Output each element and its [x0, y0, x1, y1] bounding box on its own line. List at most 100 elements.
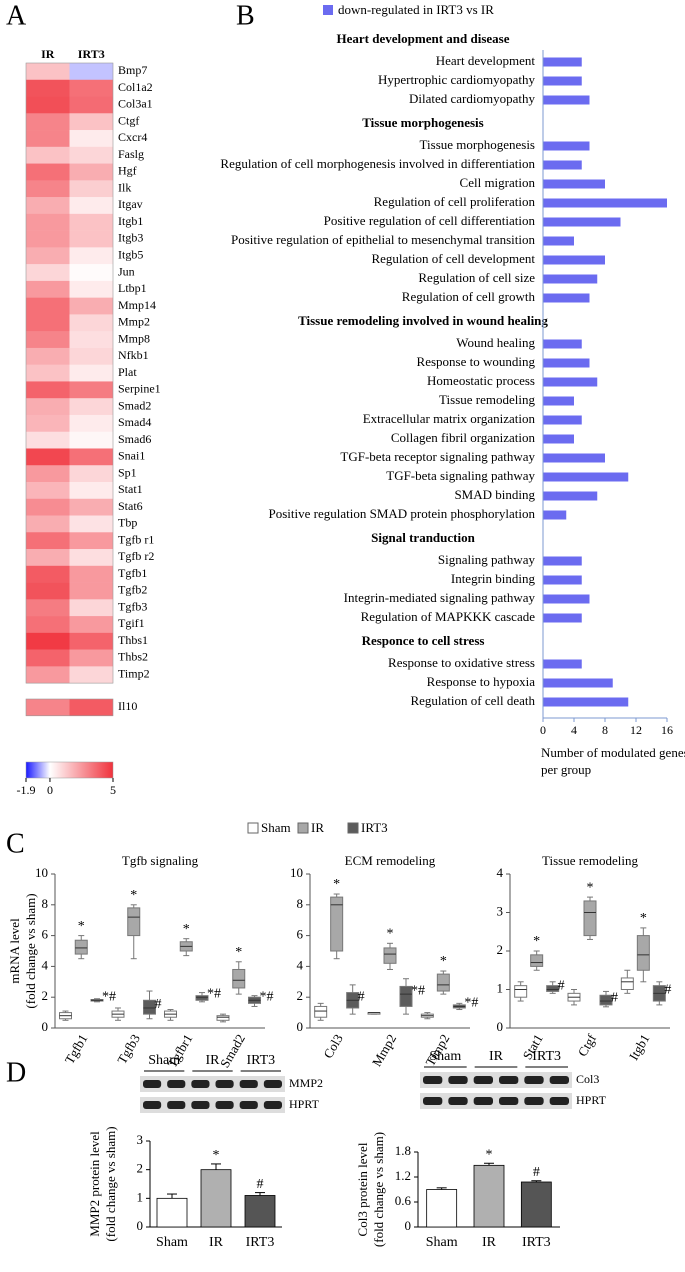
annotation: * — [640, 911, 647, 926]
row-label: Tgfb3 — [118, 599, 147, 613]
annotation: * — [387, 927, 394, 942]
x-tick-label: IR — [482, 1235, 497, 1250]
category-label: Cell migration — [460, 175, 536, 190]
category-label: SMAD binding — [454, 487, 535, 502]
category-label: Response to wounding — [417, 354, 536, 369]
legend-swatch — [323, 5, 333, 15]
bar — [426, 1189, 458, 1228]
heatmap-cell — [26, 347, 70, 365]
y-axis-label: MMP2 protein level — [87, 1131, 102, 1237]
row-label: Bmp7 — [118, 63, 147, 77]
heatmap-cell — [26, 180, 70, 198]
category-label: Response to oxidative stress — [388, 655, 535, 670]
row-label: Mmp8 — [118, 331, 150, 345]
annotation: * — [486, 1147, 493, 1162]
bar — [244, 1195, 276, 1228]
y-tick-label: 2 — [137, 1161, 144, 1176]
row-label: Itgav — [118, 197, 143, 211]
category-label: Dilated cardiomyopathy — [409, 91, 535, 106]
blot-band-label: Col3 — [576, 1072, 599, 1086]
y-tick-label: 0 — [297, 1019, 304, 1034]
annotation: * — [440, 954, 447, 969]
category-label: Regulation of cell growth — [402, 289, 536, 304]
row-label: Il10 — [118, 699, 137, 713]
x-tick-label: Smad2 — [217, 1031, 248, 1070]
x-tick-label: IR — [209, 1235, 224, 1250]
heatmap-cell — [26, 247, 70, 265]
y-tick-label: 4 — [42, 957, 49, 972]
annotation: # — [558, 979, 565, 994]
blot-strip — [420, 1093, 572, 1109]
category-label: Regulation of MAPKKK cascade — [361, 609, 536, 624]
row-label: Itgb5 — [118, 247, 143, 261]
row-label: Ltbp1 — [118, 281, 147, 295]
column-label: IR — [41, 47, 55, 61]
annotation: *# — [464, 996, 478, 1011]
blot-band — [499, 1097, 519, 1105]
bar — [543, 236, 574, 246]
row-label: Nfkb1 — [118, 348, 149, 362]
blot-band — [423, 1076, 443, 1084]
blot-band — [167, 1101, 186, 1109]
box — [546, 985, 560, 992]
annotation: * — [587, 880, 594, 895]
bar — [543, 255, 605, 265]
heatmap-frame — [25, 62, 114, 684]
category-label: Wound healing — [456, 335, 535, 350]
x-tick-label: 12 — [630, 723, 642, 737]
panel-label: C — [6, 828, 25, 859]
x-tick-label: Tgfb1 — [62, 1031, 91, 1066]
y-tick-label: 4 — [497, 865, 504, 880]
heatmap-cell — [26, 146, 70, 164]
row-label: Itgb1 — [118, 214, 143, 228]
box — [620, 977, 634, 991]
colorbar-tick-label: 0 — [47, 783, 53, 797]
annotation: # — [155, 997, 162, 1012]
y-tick-label: 2 — [497, 942, 504, 957]
bar — [543, 434, 574, 444]
chart-title: Tgfb signaling — [122, 853, 199, 868]
category-label: Regulation of cell morphogenesis involve… — [220, 156, 535, 171]
legend-label: down-regulated in IRT3 vs IR — [338, 2, 494, 17]
heatmap-cell — [26, 431, 70, 449]
box — [216, 1015, 230, 1021]
heatmap-cell — [26, 264, 70, 282]
heatmap-cell — [26, 63, 70, 81]
group-header: Tissue remodeling involved in wound heal… — [298, 313, 548, 328]
row-label: Sp1 — [118, 465, 137, 479]
colorbar — [25, 761, 114, 779]
heatmap-cell — [69, 347, 113, 365]
annotation: # — [611, 990, 618, 1005]
y-tick-label: 2 — [297, 988, 304, 1003]
category-label: Positive regulation SMAD protein phospho… — [269, 506, 536, 521]
heatmap-cell — [69, 146, 113, 164]
row-label: Ilk — [118, 180, 131, 194]
bar — [543, 217, 621, 227]
blot-band — [215, 1101, 234, 1109]
heatmap-cell — [26, 666, 70, 684]
category-label: Homeostatic process — [427, 373, 535, 388]
heatmap-cell — [26, 364, 70, 382]
bar — [543, 141, 590, 151]
category-label: TGF-beta signaling pathway — [386, 468, 535, 483]
y-axis-label: mRNA level — [7, 918, 22, 984]
category-label: Signaling pathway — [438, 552, 536, 567]
box — [514, 985, 528, 998]
heatmap-cell — [69, 616, 113, 634]
heatmap-cell — [69, 364, 113, 382]
heatmap-cell — [69, 297, 113, 315]
heatmap-cell — [69, 465, 113, 483]
bar — [543, 472, 629, 482]
heatmap-cell — [26, 130, 70, 148]
blot-band — [239, 1080, 258, 1088]
y-tick-label: 10 — [290, 865, 303, 880]
row-label: Col3a1 — [118, 97, 153, 111]
heatmap-cell — [26, 381, 70, 399]
box — [383, 947, 397, 964]
row-label: Smad2 — [118, 398, 151, 412]
bar — [543, 396, 574, 406]
heatmap-cell — [69, 331, 113, 349]
row-label: Tgfb2 — [118, 583, 147, 597]
row-label: Serpine1 — [118, 382, 161, 396]
y-tick-label: 0 — [405, 1218, 412, 1233]
